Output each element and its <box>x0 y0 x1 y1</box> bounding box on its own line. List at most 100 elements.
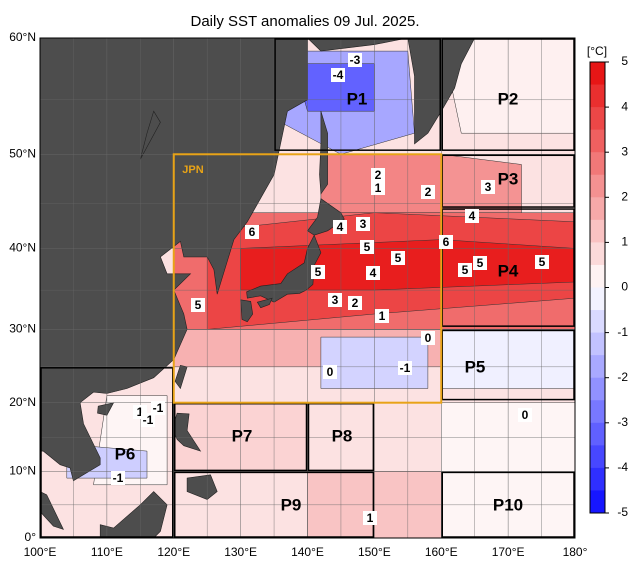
contour-label: -1 <box>400 361 411 375</box>
colorbar-tick-label: 0 <box>621 280 628 294</box>
contour-label-bg <box>348 53 362 67</box>
colorbar-tick-label: -3 <box>617 415 628 429</box>
contour-label: 5 <box>195 298 202 312</box>
contour-label: 6 <box>443 235 450 249</box>
landmass <box>256 297 273 309</box>
contour-label-bg <box>518 408 532 422</box>
lat-tick-label: 20°N <box>9 395 36 409</box>
contour-label-bg <box>151 401 165 415</box>
contour-label-bg <box>348 296 362 310</box>
landmass <box>40 491 64 530</box>
contour-label: 5 <box>539 255 546 269</box>
region-box <box>40 367 174 538</box>
contour-label-bg <box>363 511 377 525</box>
colorbar-tick-label: 2 <box>621 189 628 203</box>
contour-label: 3 <box>360 217 367 231</box>
colorbar-tick-label: 5 <box>621 54 628 68</box>
colorbar-step <box>590 445 605 469</box>
landmass <box>307 198 345 236</box>
region-label: P2 <box>498 89 519 108</box>
contour-label-bg <box>323 365 337 379</box>
colorbar-step <box>590 84 605 108</box>
contour-label: 2 <box>352 296 359 310</box>
map-frame <box>39 37 576 539</box>
region-box <box>274 38 441 151</box>
contour-label: 1 <box>367 511 374 525</box>
region-label: P7 <box>232 426 253 445</box>
contour-label-bg <box>391 251 405 265</box>
contour-label: 0 <box>327 365 334 379</box>
contour-label: 5 <box>364 240 371 254</box>
contour-label-bg <box>473 256 487 270</box>
landmass <box>240 299 254 323</box>
colorbar-tick-label: 1 <box>621 235 628 249</box>
contour-label-bg <box>191 298 205 312</box>
colorbar-step <box>590 197 605 221</box>
contour-label-bg <box>371 181 385 195</box>
contour-label-bg <box>331 68 345 82</box>
contour-label: 1 <box>375 181 382 195</box>
contour-label: 6 <box>249 225 256 239</box>
contour-label-bg <box>535 255 549 269</box>
contour-label-bg <box>141 413 155 427</box>
contour-label: 1 <box>379 309 386 323</box>
lat-tick-label: 60°N <box>9 30 36 44</box>
region-label: P8 <box>332 426 353 445</box>
colorbar-step <box>590 129 605 153</box>
contour-label: 5 <box>477 256 484 270</box>
contour-label: 4 <box>469 209 476 223</box>
contour-label-bg <box>375 309 389 323</box>
contour-label: 5 <box>462 263 469 277</box>
jpn-box <box>172 153 443 404</box>
lon-tick-label: 110°E <box>91 545 123 559</box>
colorbar-step <box>590 264 605 288</box>
contour-label: 2 <box>375 168 382 182</box>
colorbar-step <box>590 62 605 86</box>
lat-tick-label: 0° <box>25 530 37 544</box>
contour-label-bg <box>481 180 495 194</box>
region-label: P3 <box>498 169 519 188</box>
contour-label: 5 <box>395 251 402 265</box>
landmass <box>307 38 476 145</box>
colorbar-step <box>590 332 605 356</box>
contour-label-bg <box>398 361 412 375</box>
colorbar-tick-label: 4 <box>621 99 628 113</box>
colorbar-tick-label: 3 <box>621 144 628 158</box>
colorbar-step <box>590 467 605 491</box>
lat-tick-label: 40°N <box>9 241 36 255</box>
region-label: JPN <box>182 164 203 176</box>
contour-label: 3 <box>485 180 492 194</box>
lon-tick-label: 140°E <box>291 545 324 559</box>
region-label: P6 <box>115 444 136 463</box>
colorbar-step <box>590 310 605 334</box>
contour-label: 0 <box>425 331 432 345</box>
region-label: P9 <box>281 495 302 514</box>
region-boxes <box>40 38 575 538</box>
colorbar-tick-label: -4 <box>617 460 628 474</box>
region-box <box>174 402 308 472</box>
map-title: Daily SST anomalies 09 Jul. 2025. <box>190 13 419 30</box>
region-label: P5 <box>465 357 486 376</box>
colorbar-step <box>590 422 605 446</box>
contour-label-bg <box>356 217 370 231</box>
landmass <box>319 111 328 195</box>
region-box <box>441 471 575 538</box>
colorbar-unit: [°C] <box>587 44 607 58</box>
lon-tick-label: 120°E <box>157 545 190 559</box>
colorbar-tick-label: -2 <box>617 370 628 384</box>
contour-label-bg <box>360 240 374 254</box>
colorbar-tick-label: -5 <box>617 505 628 519</box>
lon-tick-label: 100°E <box>24 545 57 559</box>
contour-label-bg <box>311 265 325 279</box>
contour-label-bg <box>371 168 385 182</box>
colorbar-step <box>590 355 605 379</box>
colorbar-step <box>590 400 605 424</box>
contour-label: 4 <box>337 220 344 234</box>
contour-label-bg <box>439 235 453 249</box>
region-label: P1 <box>347 89 368 108</box>
contour-label-bg <box>465 209 479 223</box>
colorbar-step <box>590 174 605 198</box>
contour-label-bg <box>333 220 347 234</box>
landmass <box>174 365 188 390</box>
